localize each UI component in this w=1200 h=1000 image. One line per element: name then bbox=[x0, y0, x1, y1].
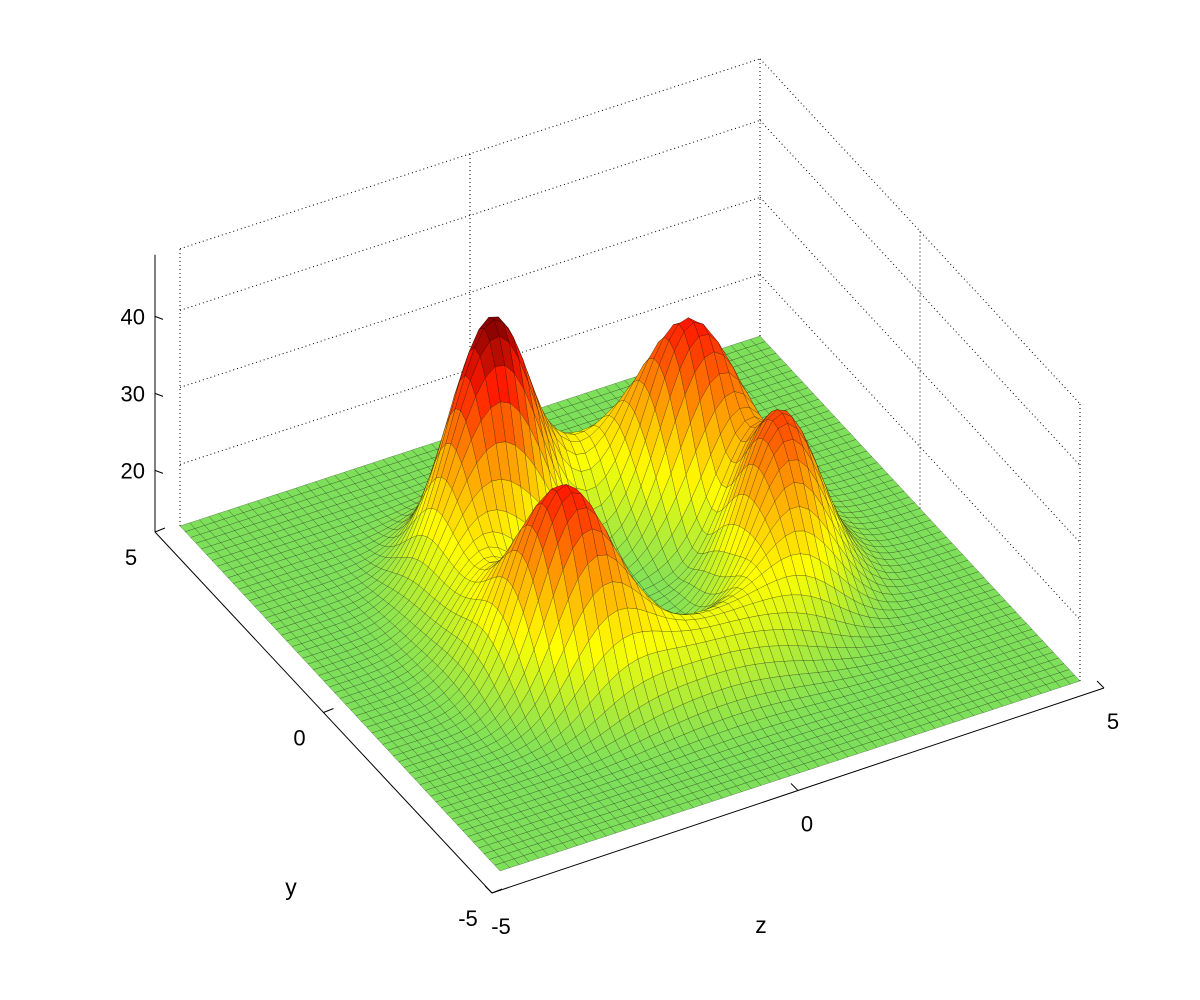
grid-horizontal bbox=[759, 274, 1081, 620]
z-tick bbox=[154, 469, 164, 474]
y-tick bbox=[491, 888, 503, 894]
y-axis-label: y bbox=[285, 874, 297, 900]
y-tick-label: 0 bbox=[293, 726, 305, 751]
z-tick-label: 20 bbox=[121, 458, 145, 483]
y-tick bbox=[154, 527, 166, 533]
z-tick-label: 40 bbox=[121, 304, 145, 329]
x-tick bbox=[790, 783, 799, 791]
tick-labels: -5 0 5 -5 0 5 20 30 40 bbox=[121, 304, 1120, 939]
grid-horizontal bbox=[179, 273, 761, 465]
y-tick-label: -5 bbox=[458, 906, 478, 931]
x-tick-label: -5 bbox=[491, 914, 511, 939]
y-tick-label: 5 bbox=[125, 545, 137, 570]
z-tick bbox=[154, 392, 164, 397]
grid-horizontal bbox=[759, 120, 1081, 466]
x-axis-label: z bbox=[755, 912, 767, 938]
surface-mesh bbox=[179, 316, 1081, 872]
grid-horizontal bbox=[759, 197, 1081, 543]
axes bbox=[154, 254, 1105, 894]
x-tick bbox=[484, 885, 493, 894]
z-tick bbox=[154, 315, 164, 320]
y-tick bbox=[323, 708, 334, 713]
grid-horizontal bbox=[179, 119, 761, 311]
surface-face bbox=[494, 861, 511, 872]
x-tick-label: 5 bbox=[1107, 709, 1119, 734]
x-tick bbox=[1096, 680, 1105, 689]
grid-horizontal bbox=[759, 58, 1081, 405]
grid-lines bbox=[179, 58, 1081, 681]
x-tick-label: 0 bbox=[801, 812, 813, 837]
grid-horizontal bbox=[179, 196, 761, 388]
grid-horizontal bbox=[179, 58, 761, 250]
z-tick-label: 30 bbox=[121, 381, 145, 406]
